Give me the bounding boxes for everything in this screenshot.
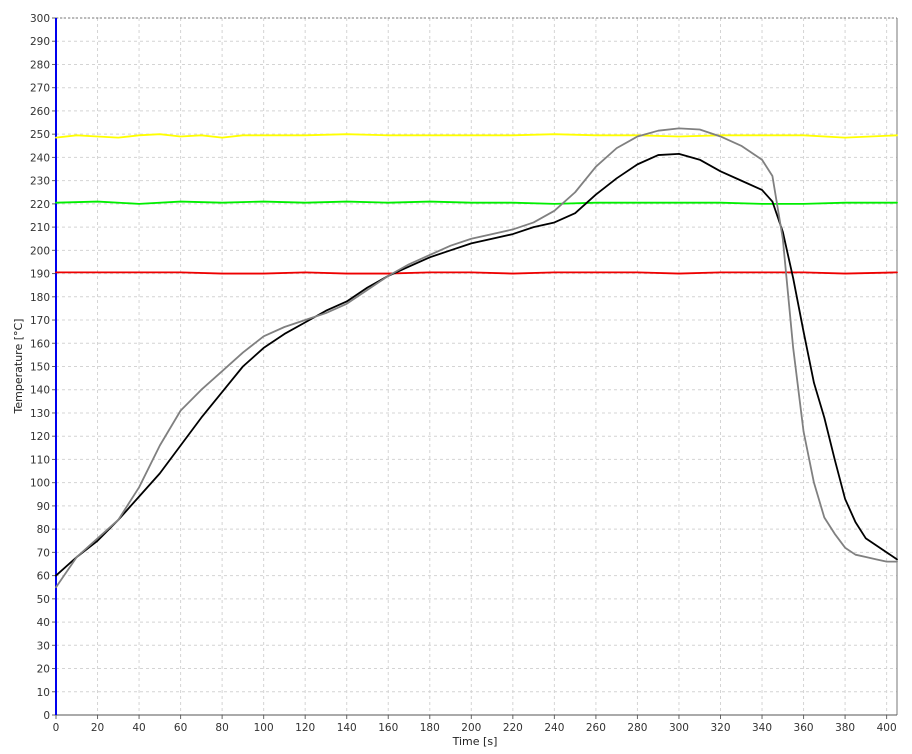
tick-labels: 0 10 20 30 40 50 60 70 80 90 100 110 120 130 140 150 160…: [30, 13, 897, 734]
y-tick-label: 240: [30, 152, 50, 164]
y-tick-label: 130: [30, 408, 50, 420]
gray-series-line: [55, 127, 898, 589]
x-tick-label: 380: [835, 722, 855, 734]
x-tick-label: 20: [91, 722, 104, 734]
y-tick-label: 80: [37, 524, 50, 536]
y-tick-label: 60: [37, 571, 50, 583]
x-tick-label: 400: [877, 722, 897, 734]
y-tick-label: 110: [30, 454, 50, 466]
y-tick-label: 10: [37, 687, 50, 699]
x-tick-label: 340: [752, 722, 772, 734]
x-tick-label: 100: [254, 722, 274, 734]
x-tick-label: 120: [295, 722, 315, 734]
x-tick-label: 260: [586, 722, 606, 734]
y-tick-label: 140: [30, 385, 50, 397]
x-axis-title: Time [s]: [452, 735, 498, 748]
y-tick-label: 290: [30, 36, 50, 48]
x-tick-label: 280: [627, 722, 647, 734]
x-tick-label: 320: [710, 722, 730, 734]
y-tick-label: 40: [37, 617, 50, 629]
x-tick-label: 160: [378, 722, 398, 734]
y-tick-label: 190: [30, 269, 50, 281]
x-tick-label: 0: [53, 722, 60, 734]
series-layer: [55, 127, 898, 589]
y-tick-label: 300: [30, 13, 50, 25]
x-tick-label: 220: [503, 722, 523, 734]
y-tick-label: 180: [30, 292, 50, 304]
y-tick-label: 120: [30, 431, 50, 443]
y-tick-label: 230: [30, 176, 50, 188]
y-tick-label: 30: [37, 640, 50, 652]
x-tick-label: 140: [337, 722, 357, 734]
x-tick-label: 300: [669, 722, 689, 734]
y-tick-label: 90: [37, 501, 50, 513]
y-tick-label: 170: [30, 315, 50, 327]
y-tick-label: 200: [30, 245, 50, 257]
axes: [52, 17, 898, 719]
y-tick-label: 160: [30, 338, 50, 350]
y-tick-label: 220: [30, 199, 50, 211]
x-tick-label: 80: [215, 722, 228, 734]
black-series-line: [55, 153, 898, 577]
yellow-series-line: [55, 133, 898, 139]
y-tick-label: 50: [37, 594, 50, 606]
y-tick-label: 260: [30, 106, 50, 118]
y-tick-label: 70: [37, 547, 50, 559]
y-tick-label: 0: [43, 710, 50, 722]
y-axis-title: Temperature [°C]: [12, 319, 25, 415]
y-tick-label: 280: [30, 59, 50, 71]
y-tick-label: 270: [30, 83, 50, 95]
red-series-line: [55, 271, 898, 275]
x-tick-label: 360: [794, 722, 814, 734]
x-tick-label: 200: [461, 722, 481, 734]
y-tick-label: 150: [30, 362, 50, 374]
y-tick-label: 250: [30, 129, 50, 141]
x-tick-label: 180: [420, 722, 440, 734]
grid: [55, 17, 897, 716]
x-tick-label: 240: [544, 722, 564, 734]
x-tick-label: 60: [174, 722, 187, 734]
green-series-line: [55, 200, 898, 205]
x-tick-label: 40: [132, 722, 145, 734]
y-tick-label: 100: [30, 478, 50, 490]
y-tick-label: 20: [37, 664, 50, 676]
y-tick-label: 210: [30, 222, 50, 234]
